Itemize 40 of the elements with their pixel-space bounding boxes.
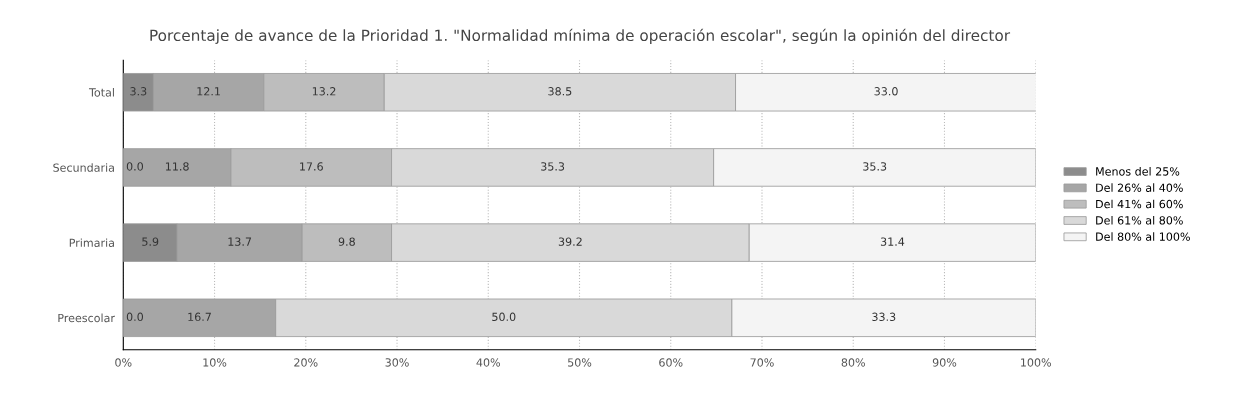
x-tick-label: 60% [659,358,683,367]
x-tick-label: 70% [750,358,774,367]
x-tick-label: 80% [841,358,865,367]
y-tick-label: Preescolar [58,313,115,323]
data-label: 13.2 [312,87,336,96]
legend-label: Del 41% al 60% [1096,199,1183,209]
x-tick-label: 30% [385,358,409,367]
data-label: 35.3 [541,162,565,171]
x-tick-label: 0% [115,358,132,367]
y-tick-label: Secundaria [53,163,114,172]
data-label: 0.0 [126,162,144,171]
legend-label: Del 26% al 40% [1096,183,1183,192]
data-label: 31.4 [880,237,905,246]
x-tick-label: 50% [568,358,592,367]
data-label: 17.6 [300,162,323,171]
chart-title: Porcentaje de avance de la Prioridad 1. "Normalidad mínima de operación escolar", según la opinión del director [150,28,1011,45]
data-label: 0.0 [126,312,144,322]
data-label: 11.8 [165,162,189,171]
data-label: 33.0 [874,87,898,96]
x-tick-label: 10% [203,358,227,367]
x-tick-label: 20% [294,358,318,367]
data-label: 50.0 [492,312,516,322]
legend-label: Del 61% al 80% [1096,215,1183,225]
x-tick-label: 100% [1021,358,1051,367]
legend-label: Menos del 25% [1096,167,1180,176]
y-tick-label: Primaria [69,238,114,247]
x-tick-label: 40% [476,358,500,367]
data-label: 9.8 [338,237,355,246]
y-tick-label: Total [88,88,114,97]
data-label: 33.3 [872,312,896,322]
legend-label: Del 80% al 100% [1096,232,1190,241]
data-label: 16.7 [188,312,211,322]
data-label: 39.2 [558,237,582,246]
data-label: 38.5 [548,87,572,96]
data-label: 12.1 [197,87,220,96]
x-tick-label: 90% [932,358,957,367]
data-label: 5.9 [142,237,159,246]
data-label: 35.3 [863,162,887,171]
data-label: 13.7 [228,237,252,246]
data-label: 3.3 [130,87,147,96]
